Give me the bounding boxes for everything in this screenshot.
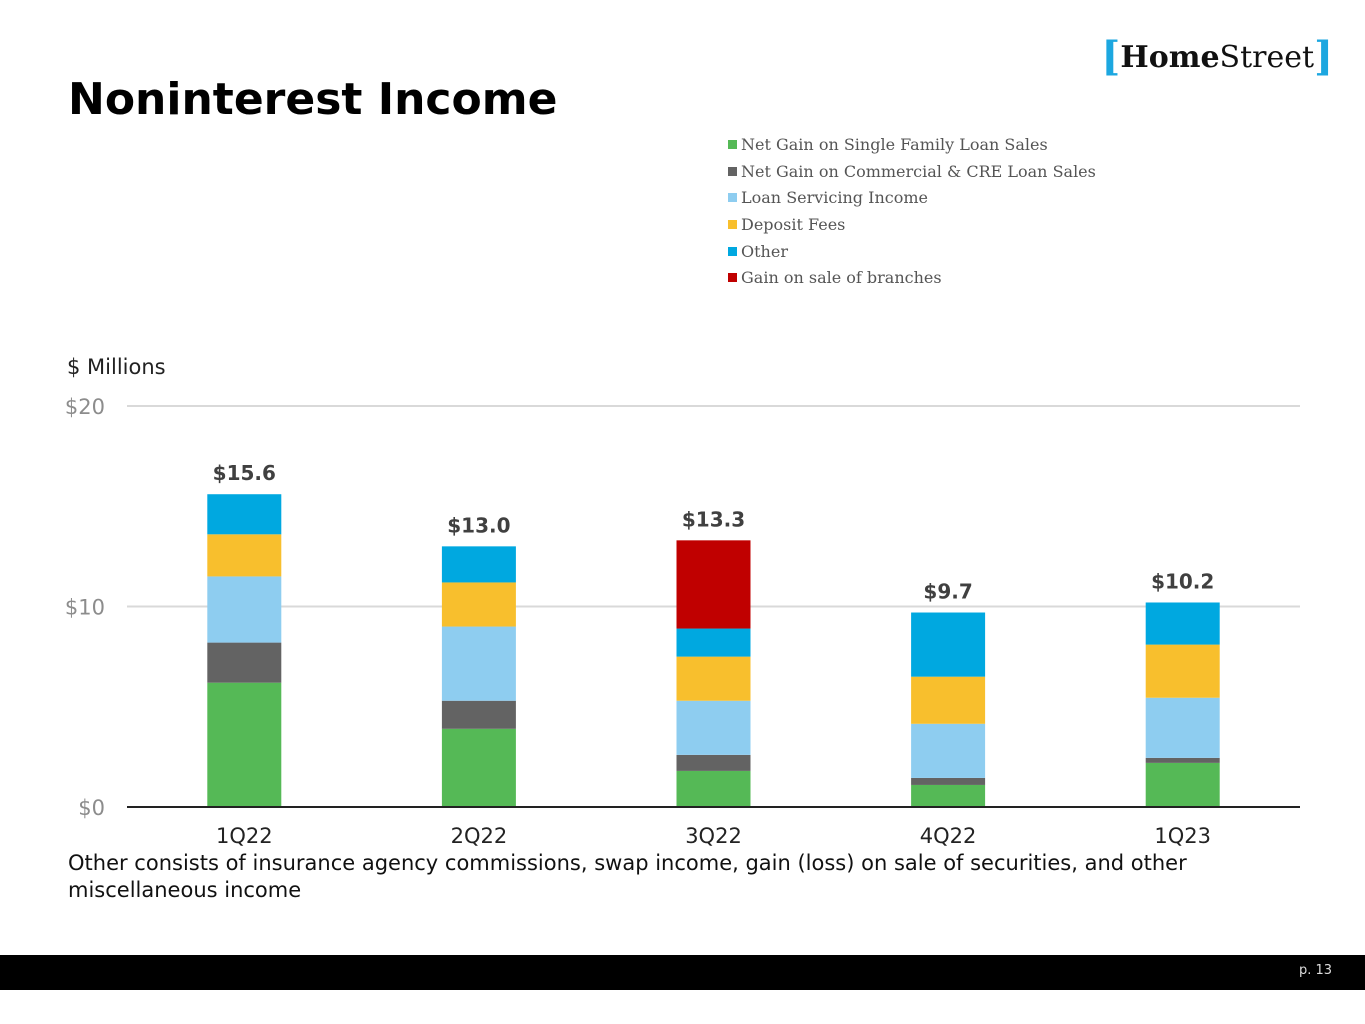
footnote: Other consists of insurance agency commi… (68, 851, 1187, 902)
bar-segment (207, 642, 282, 683)
total-data-label: $9.7 (923, 580, 972, 604)
x-tick-label: 3Q22 (685, 824, 742, 848)
x-tick-label: 2Q22 (451, 824, 508, 848)
bar-segment (911, 676, 986, 724)
x-tick-label: 1Q22 (216, 824, 273, 848)
page-title: Noninterest Income (68, 74, 558, 125)
bar-segment (676, 656, 751, 701)
bar-segment (911, 612, 986, 677)
legend-item: Other (728, 238, 1096, 265)
total-data-label: $13.3 (682, 507, 745, 531)
legend-item: Net Gain on Commercial & CRE Loan Sales (728, 158, 1096, 185)
bar-segment (1145, 644, 1220, 698)
bar-segment (676, 628, 751, 657)
stacked-bar-chart: $0 $10 $20 $15.6 1Q22 $13.0 2Q22 $13.3 3Q22 $9.7 4… (65, 395, 1300, 848)
bar-segment (441, 700, 516, 729)
unit-label: $ Millions (67, 355, 166, 379)
homestreet-logo: [HomeStreet] (1101, 33, 1333, 80)
bar-segment (676, 700, 751, 755)
legend-label: Other (741, 241, 788, 261)
bar-segment (676, 770, 751, 807)
bar-segment (676, 540, 751, 629)
bar-segment (1145, 762, 1220, 807)
bar-segment (441, 582, 516, 627)
bar-segment (1145, 757, 1220, 763)
y-tick-label: $0 (78, 796, 105, 820)
bar-segment (1145, 602, 1220, 645)
footer-bar: p. 13 (0, 955, 1365, 990)
y-tick-label: $20 (65, 395, 105, 419)
y-tick-label: $10 (65, 596, 105, 620)
chart-legend: Net Gain on Single Family Loan Sales Net … (728, 131, 1096, 291)
bar-segment (911, 777, 986, 785)
legend-label: Loan Servicing Income (741, 188, 928, 208)
legend-item: Deposit Fees (728, 211, 1096, 238)
legend-label: Net Gain on Single Family Loan Sales (741, 134, 1048, 154)
x-tick-label: 4Q22 (920, 824, 977, 848)
legend-item: Net Gain on Single Family Loan Sales (728, 131, 1096, 158)
bar-segment (441, 728, 516, 807)
total-data-label: $13.0 (447, 513, 510, 537)
legend-item: Loan Servicing Income (728, 184, 1096, 211)
legend-swatch (728, 219, 737, 229)
legend-swatch (728, 193, 737, 203)
legend-label: Gain on sale of branches (741, 268, 942, 288)
bar-segment (207, 576, 282, 643)
legend-label: Deposit Fees (741, 214, 846, 234)
legend-swatch (728, 166, 737, 176)
page-number: p. 13 (1298, 963, 1332, 978)
bar-segment (207, 494, 282, 535)
bar-segment (911, 784, 986, 807)
legend-swatch (728, 139, 737, 149)
bar-segment (441, 546, 516, 583)
bar-segment (1145, 697, 1220, 758)
bar-segment (676, 754, 751, 771)
x-tick-label: 1Q23 (1154, 824, 1211, 848)
legend-swatch (728, 273, 737, 283)
legend-label: Net Gain on Commercial & CRE Loan Sales (741, 161, 1096, 181)
total-data-label: $10.2 (1151, 569, 1214, 593)
legend-swatch (728, 246, 737, 256)
legend-item: Gain on sale of branches (728, 264, 1096, 291)
bar-segment (207, 534, 282, 577)
bar-segment (441, 626, 516, 701)
bar-segment (207, 682, 282, 807)
total-data-label: $15.6 (213, 461, 276, 485)
bar-segment (911, 723, 986, 778)
